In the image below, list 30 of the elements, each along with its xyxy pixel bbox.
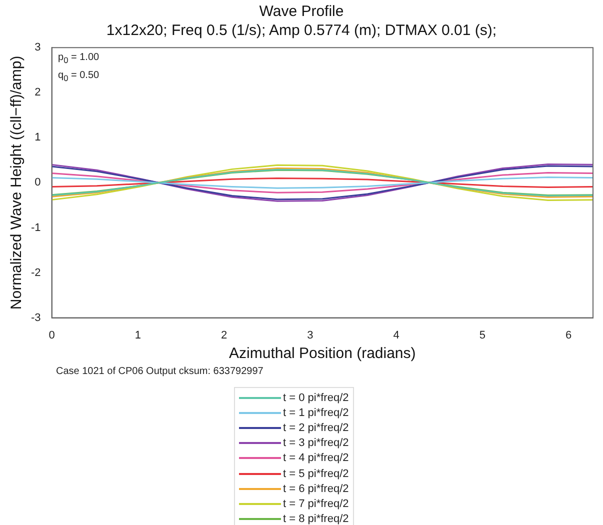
- legend-label: t = 8 pi*freq/2: [283, 513, 349, 525]
- x-tick-label: 3: [307, 329, 314, 342]
- legend-label: t = 6 pi*freq/2: [283, 482, 349, 495]
- annotation: q$_{0}$ = 0.50: [58, 69, 100, 85]
- x-tick-label: 1: [134, 329, 141, 342]
- y-tick-label: -2: [31, 266, 41, 279]
- text: Case 1021 of CP06 Output cksum: 633792997: [56, 366, 264, 377]
- legend-label: t = 1 pi*freq/2: [283, 406, 349, 419]
- x-axis-title: Azimuthal Position (radians): [229, 345, 416, 362]
- y-tick-label: 3: [34, 42, 41, 54]
- y-tick-label: -1: [31, 222, 41, 234]
- x-tick-label: 6: [566, 329, 572, 342]
- y-axis-title: Normalized Wave Height ((cll−ff)/amp): [8, 56, 26, 310]
- legend-label: t = 7 pi*freq/2: [283, 498, 349, 510]
- legend-label: t = 3 pi*freq/2: [283, 437, 349, 450]
- x-tick-label: 0: [48, 329, 55, 342]
- y-tick-label: 0: [34, 176, 41, 189]
- x-tick-label: 2: [220, 329, 228, 342]
- legend-label: t = 4 pi*freq/2: [283, 452, 349, 464]
- y-tick-label: -3: [31, 312, 41, 324]
- legend-label: t = 2 pi*freq/2: [283, 422, 349, 434]
- annotation: p$_{0}$ = 1.00: [58, 51, 100, 67]
- y-tick-label: 1: [34, 132, 41, 144]
- x-tick-label: 4: [393, 329, 400, 342]
- x-tick-label: 5: [479, 329, 486, 342]
- chart-title: Wave Profile: [258, 2, 345, 21]
- y-tick-label: 2: [34, 86, 41, 99]
- legend-label: t = 0 pi*freq/2: [283, 392, 349, 404]
- legend-label: t = 5 pi*freq/2: [283, 468, 349, 480]
- chart-subtitle: 1x12x20; Freq 0.5 (1/s); Amp 0.5774 (m); DTMAX 0.01 (s);: [105, 21, 498, 40]
